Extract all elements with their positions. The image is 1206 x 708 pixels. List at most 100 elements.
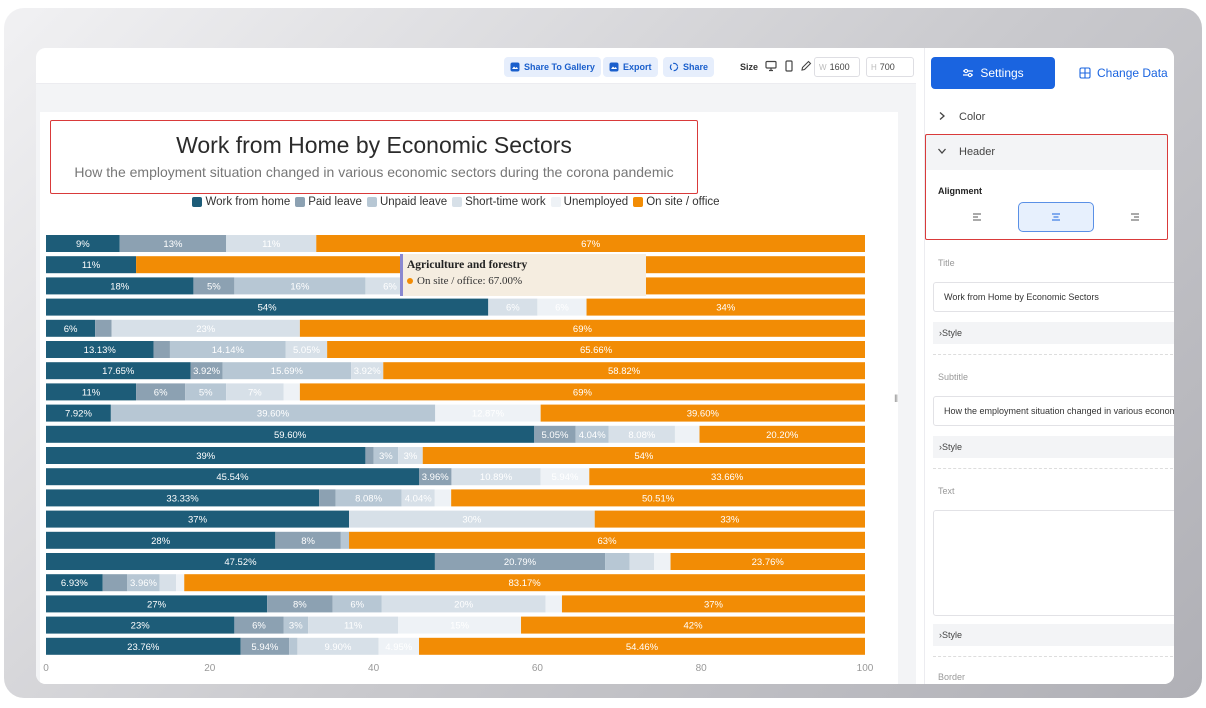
subtitle-style-toggle[interactable]: › Style [933,436,1174,458]
share-to-gallery-button[interactable]: Share To Gallery [504,57,601,77]
bar-segment[interactable] [46,510,350,528]
header-section-row[interactable] [925,134,1168,170]
bar-segment[interactable] [119,235,227,252]
bar-segment[interactable] [46,298,489,316]
bar-segment[interactable] [401,489,435,507]
bar-segment[interactable] [234,616,284,634]
bar-segment[interactable] [46,553,435,570]
align-center-button[interactable] [1018,202,1094,232]
align-left-button[interactable] [939,202,1015,232]
bar-segment[interactable] [561,595,865,613]
color-section-row[interactable]: Color [925,100,1174,134]
mobile-icon[interactable] [782,59,796,73]
bar-segment[interactable] [46,277,194,295]
bar-segment[interactable] [222,362,352,380]
width-input[interactable]: W 1600 [814,57,860,77]
bar-segment[interactable] [670,553,865,570]
bar-segment[interactable] [110,404,436,422]
height-input[interactable]: H 700 [866,57,914,77]
bar-segment[interactable] [316,235,865,252]
bar-segment[interactable] [419,637,865,655]
bar-segment[interactable] [699,425,865,443]
bar-segment[interactable] [589,468,865,486]
bar-segment[interactable] [299,383,865,401]
bar-segment[interactable] [176,574,185,592]
bar-segment[interactable] [422,447,865,464]
bar-segment[interactable] [594,510,865,528]
bar-segment[interactable] [46,637,241,655]
bar-segment[interactable] [46,531,276,549]
bar-segment[interactable] [46,404,111,422]
legend-item-unpaid-leave[interactable]: Unpaid leave [366,196,447,208]
header-highlight-box[interactable] [50,120,698,194]
bar-segment[interactable] [537,298,587,316]
bar-segment[interactable] [136,383,186,401]
legend-item-unemployed[interactable]: Unemployed [550,196,628,208]
bar-segment[interactable] [349,531,865,549]
bar-segment[interactable] [545,595,562,613]
bar-segment[interactable] [46,616,235,634]
edit-size-icon[interactable] [799,59,813,73]
share-button[interactable]: Share [663,57,715,77]
bar-segment[interactable] [153,341,170,358]
bar-segment[interactable] [419,468,452,486]
bar-segment[interactable] [335,489,402,507]
bar-segment[interactable] [267,595,333,613]
bar-segment[interactable] [521,616,865,634]
bar-segment[interactable] [46,319,96,337]
bar-segment[interactable] [46,574,103,592]
bar-segment[interactable] [434,553,606,570]
bar-segment[interactable] [190,362,223,380]
bar-segment[interactable] [674,425,700,443]
bar-segment[interactable] [340,531,350,549]
bar-segment[interactable] [629,553,655,570]
bar-segment[interactable] [575,425,609,443]
bar-segment[interactable] [398,447,423,464]
bar-segment[interactable] [540,404,865,422]
bar-segment[interactable] [365,447,374,464]
bar-segment[interactable] [95,319,112,337]
bar-segment[interactable] [46,383,137,401]
bar-segment[interactable] [234,277,366,295]
bar-segment[interactable] [308,616,399,634]
bar-segment[interactable] [289,637,298,655]
bar-segment[interactable] [351,362,384,380]
bar-segment[interactable] [46,447,366,464]
bar-segment[interactable] [435,404,541,422]
bar-segment[interactable] [46,595,268,613]
chart-title[interactable]: Work from Home by Economic Sectors [176,132,572,158]
bar-segment[interactable] [654,553,671,570]
bar-segment[interactable] [534,425,576,443]
bar-segment[interactable] [193,277,235,295]
bar-segment[interactable] [159,574,177,592]
bar-segment[interactable] [299,319,865,337]
bar-segment[interactable] [434,489,452,507]
bar-segment[interactable] [275,531,341,549]
bar-segment[interactable] [383,362,865,380]
bar-segment[interactable] [327,341,865,358]
bar-segment[interactable] [46,235,120,252]
bar-segment[interactable] [46,362,191,380]
bar-segment[interactable] [185,383,227,401]
bar-segment[interactable] [586,298,865,316]
bar-segment[interactable] [111,319,300,337]
subtitle-input[interactable]: How the employment situation changed in … [933,396,1174,426]
bar-segment[interactable] [46,489,320,507]
legend-item-on-site[interactable]: On site / office [633,196,720,208]
legend-item-work-from-home[interactable]: Work from home [192,196,290,208]
bar-segment[interactable] [373,447,399,464]
bar-segment[interactable] [332,595,382,613]
bar-segment[interactable] [226,383,284,401]
header-section-toggle[interactable]: Header [925,134,1174,170]
bar-segment[interactable] [283,383,300,401]
panel-resize-handle[interactable]: ‖ [894,394,899,405]
bar-segment[interactable] [226,235,317,252]
text-style-toggle[interactable]: › Style [933,624,1174,646]
bar-segment[interactable] [451,468,541,486]
bar-segment[interactable] [605,553,630,570]
bar-segment[interactable] [127,574,160,592]
bar-segment[interactable] [283,616,309,634]
bar-segment[interactable] [451,489,865,507]
legend-item-short-time-work[interactable]: Short-time work [452,196,546,208]
bar-segment[interactable] [102,574,128,592]
